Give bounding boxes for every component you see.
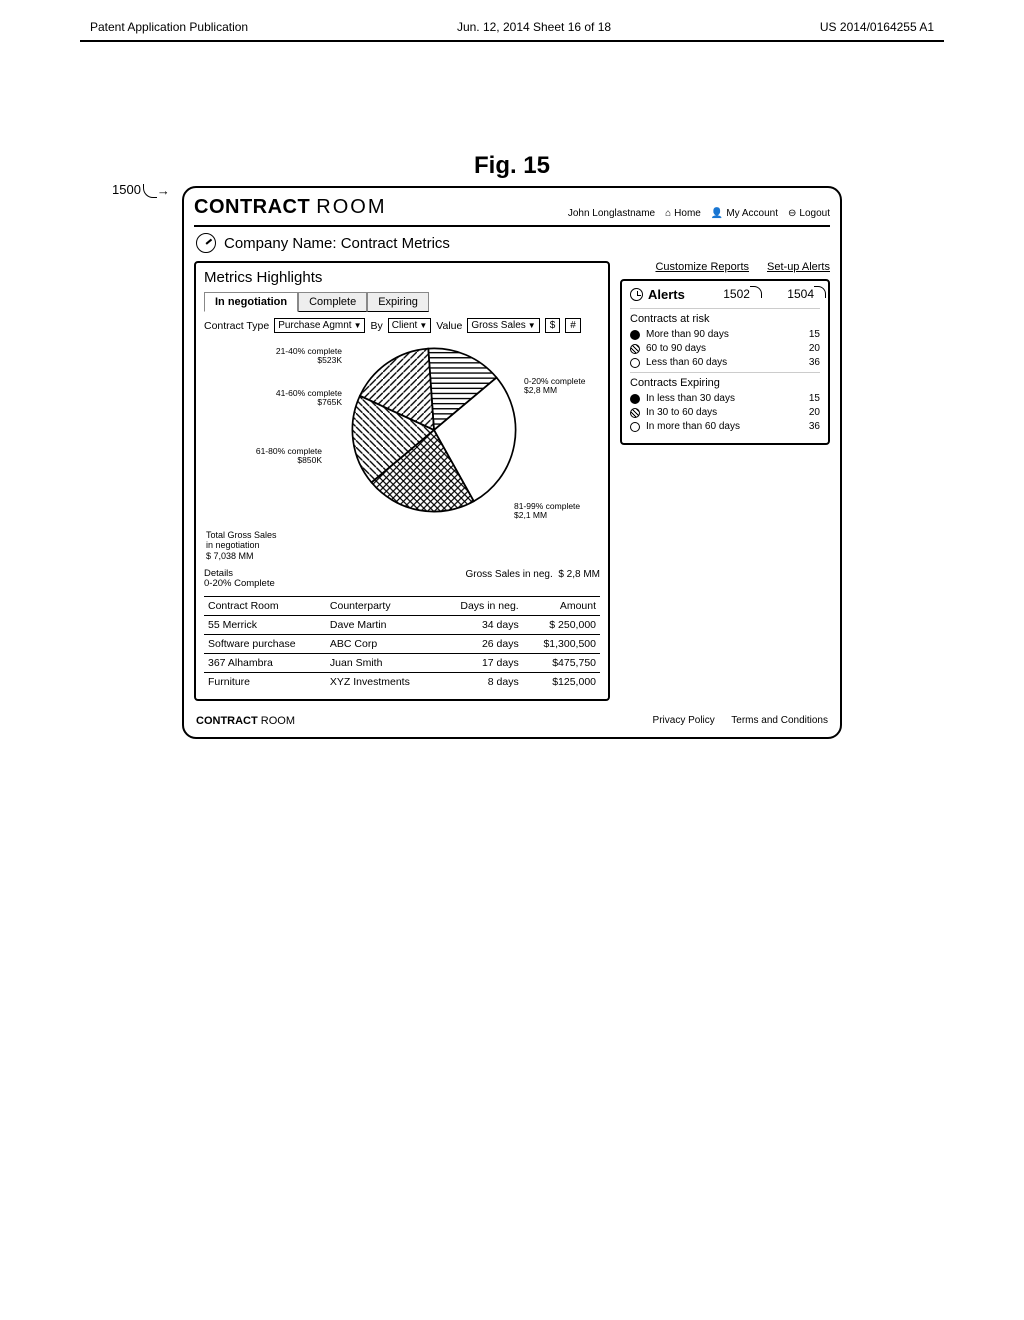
gross-sales-neg-label: Gross Sales in neg. [465,569,552,580]
total-gross-sales: Total Gross Sales in negotiation $ 7,038… [206,530,277,561]
customize-reports-link[interactable]: Customize Reports [655,261,749,273]
alert-row[interactable]: In less than 30 days15 [630,393,820,404]
callout-1502-1504: 1502 1504 [723,286,828,301]
table-row[interactable]: 55 MerrickDave Martin34 days$ 250,000 [204,615,600,634]
footer-logo: CONTRACT ROOM [196,715,295,727]
totals-row: Details 0-20% Complete Gross Sales in ne… [204,569,600,590]
details-table: Contract Room Counterparty Days in neg. … [204,596,600,691]
page-title-row: Company Name: Contract Metrics [196,233,830,253]
contract-type-select[interactable]: Purchase Agmnt▼ [274,318,365,333]
app-frame: CONTRACT ROOM John Longlastname ⌂ Home 👤… [182,186,842,739]
by-select[interactable]: Client▼ [388,318,432,333]
contract-type-label: Contract Type [204,320,269,332]
pie-label-81-99: 81-99% complete$2,1 MM [514,502,609,521]
col-counterparty: Counterparty [326,596,438,615]
toggle-currency[interactable]: $ [545,318,561,333]
doc-header-rule [80,40,944,42]
doc-header-right: US 2014/0164255 A1 [820,20,934,34]
alert-row[interactable]: Less than 60 days36 [630,357,820,368]
table-row[interactable]: FurnitureXYZ Investments8 days$125,000 [204,672,600,691]
value-label: Value [436,320,462,332]
alerts-group-expiring-title: Contracts Expiring [630,372,820,389]
privacy-link[interactable]: Privacy Policy [653,715,715,726]
gauge-icon [196,233,216,253]
alert-row[interactable]: In more than 60 days36 [630,421,820,432]
col-days: Days in neg. [438,596,523,615]
metrics-heading: Metrics Highlights [204,269,600,286]
app-footer: CONTRACT ROOM Privacy Policy Terms and C… [194,715,830,727]
figure-label: Fig. 15 [0,152,1024,180]
tab-expiring[interactable]: Expiring [367,292,429,312]
pie-label-61-80: 61-80% complete$850K [232,447,322,466]
tab-complete[interactable]: Complete [298,292,367,312]
alerts-group-at-risk-title: Contracts at risk [630,308,820,325]
alert-row[interactable]: In 30 to 60 days20 [630,407,820,418]
by-label: By [370,320,382,332]
top-bar: CONTRACT ROOM John Longlastname ⌂ Home 👤… [194,196,830,227]
doc-header-center: Jun. 12, 2014 Sheet 16 of 18 [457,20,611,34]
status-dot-icon [630,394,640,404]
alert-row[interactable]: 60 to 90 days20 [630,343,820,354]
account-links: John Longlastname ⌂ Home 👤 My Account ⊖ … [568,208,830,219]
logout-link[interactable]: ⊖ Logout [788,208,830,219]
setup-alerts-link[interactable]: Set-up Alerts [767,261,830,273]
doc-header-left: Patent Application Publication [90,20,248,34]
page-title: Company Name: Contract Metrics [224,235,450,252]
filter-row: Contract Type Purchase Agmnt▼ By Client▼… [204,318,600,333]
pie-label-0-20: 0-20% complete$2,8 MM [524,377,614,396]
pie-chart-area: 21-40% complete$523K 41-60% complete$765… [204,337,600,567]
callout-1500: 1500→ [112,182,170,198]
toggle-count[interactable]: # [565,318,581,333]
col-amount: Amount [523,596,600,615]
doc-header: Patent Application Publication Jun. 12, … [0,0,1024,40]
status-dot-icon [630,344,640,354]
alerts-panel: Alerts Contracts at risk More than 90 da… [620,279,830,445]
logo: CONTRACT ROOM [194,196,387,219]
col-contract-room: Contract Room [204,596,326,615]
pie-label-41-60: 41-60% complete$765K [252,389,342,408]
tab-in-negotiation[interactable]: In negotiation [204,292,298,312]
status-dot-icon [630,422,640,432]
status-dot-icon [630,358,640,368]
home-link[interactable]: ⌂ Home [665,208,701,219]
gross-sales-neg-value: $ 2,8 MM [558,569,600,580]
status-dot-icon [630,330,640,340]
status-dot-icon [630,408,640,418]
right-links: Customize Reports Set-up Alerts [620,261,830,273]
table-row[interactable]: Software purchaseABC Corp26 days$1,300,5… [204,634,600,653]
table-row[interactable]: 367 AlhambraJuan Smith17 days$475,750 [204,653,600,672]
terms-link[interactable]: Terms and Conditions [731,715,828,726]
metrics-panel: Metrics Highlights In negotiation Comple… [194,261,610,701]
pie-chart [349,345,519,520]
user-name: John Longlastname [568,208,655,219]
metrics-tabs: In negotiation Complete Expiring [204,292,600,312]
value-select[interactable]: Gross Sales▼ [467,318,539,333]
alert-row[interactable]: More than 90 days15 [630,329,820,340]
pie-label-21-40: 21-40% complete$523K [252,347,342,366]
clock-icon [630,288,643,301]
my-account-link[interactable]: 👤 My Account [711,208,778,219]
